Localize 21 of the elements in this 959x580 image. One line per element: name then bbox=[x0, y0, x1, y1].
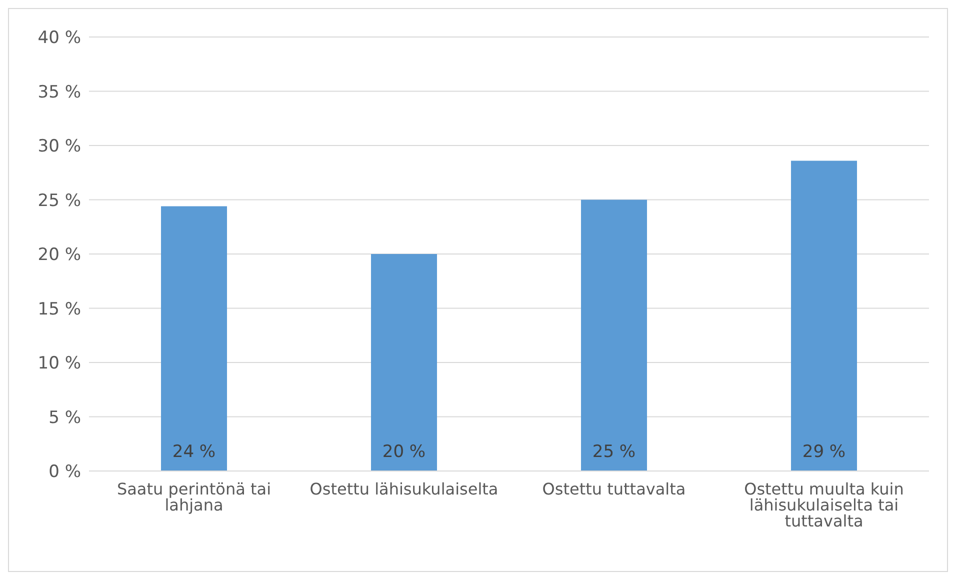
bar bbox=[161, 206, 227, 471]
x-tick-label: Ostettu muulta kuin lähisukulaiselta tai tuttavalta bbox=[744, 479, 904, 530]
y-tick-label: 35 % bbox=[38, 82, 81, 102]
data-label: 20 % bbox=[382, 442, 426, 462]
y-tick-label: 40 % bbox=[38, 28, 81, 48]
data-label: 24 % bbox=[172, 442, 216, 462]
data-label: 25 % bbox=[592, 442, 636, 462]
data-label: 29 % bbox=[802, 442, 846, 462]
bar bbox=[581, 200, 647, 471]
x-tick-label: Ostettu tuttavalta bbox=[542, 479, 686, 498]
y-tick-label: 15 % bbox=[38, 299, 81, 320]
bar bbox=[371, 254, 437, 471]
y-tick-label: 5 % bbox=[48, 408, 81, 428]
y-tick-label: 0 % bbox=[48, 462, 81, 482]
y-tick-label: 10 % bbox=[38, 354, 81, 374]
x-tick-label: Saatu perintönä tai lahjana bbox=[116, 479, 272, 514]
y-tick-label: 20 % bbox=[38, 245, 81, 266]
y-tick-label: 30 % bbox=[38, 136, 81, 157]
bar bbox=[791, 160, 857, 471]
y-tick-label: 25 % bbox=[38, 190, 81, 211]
x-tick-label: Ostettu lähisukulaiselta bbox=[310, 479, 498, 498]
